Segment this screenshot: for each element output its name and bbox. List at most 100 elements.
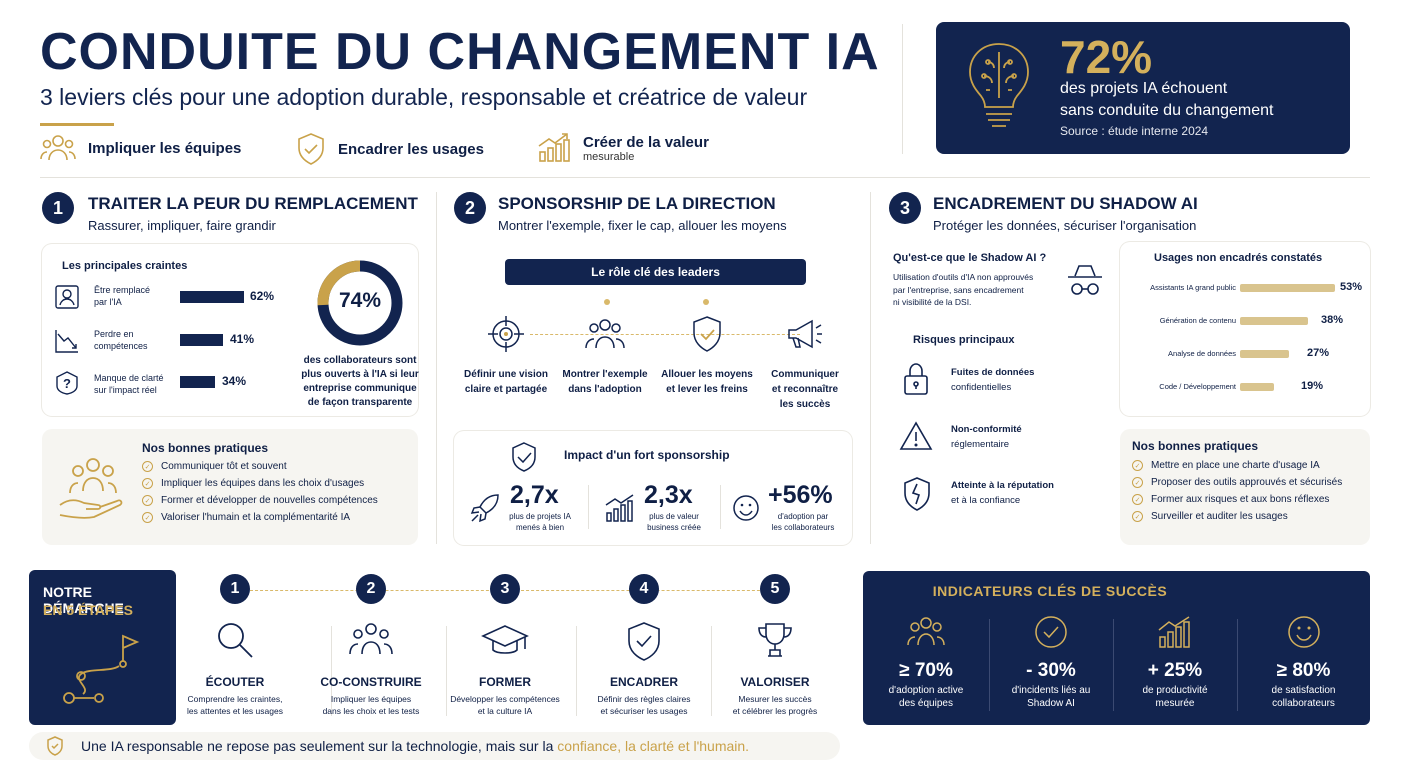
section-3-practices: Nos bonnes pratiques ✓ Mettre en place un… (1120, 429, 1370, 545)
definition-line: par l'entreprise, sans encadrement (893, 284, 1024, 295)
shield-check-icon (510, 441, 538, 473)
lightbulb-brain-icon (966, 40, 1032, 132)
group-icon (348, 620, 394, 660)
step-number: 1 (220, 574, 250, 604)
impact-value: +56% (768, 481, 833, 509)
step-desc: Développer les compétences et la culture … (446, 693, 564, 717)
approach-title-1: NOTRE DÉMARCHE (43, 584, 124, 616)
impact-caption-line: plus de valeur (649, 512, 699, 521)
risk-line: et à la confiance (951, 495, 1021, 506)
stat-line-2: sans conduite du changement (1060, 102, 1274, 119)
step-desc-line: et la culture IA (477, 706, 533, 716)
title-underline (40, 123, 114, 126)
section-1-number: 1 (42, 192, 74, 224)
roles-row: Définir une vision claire et partagée Mon… (452, 314, 852, 414)
kpi-item: ≥ 70% d'adoption active des équipes (863, 615, 989, 710)
broken-shield-icon (901, 476, 933, 512)
practice-text: Valoriser l'humain et la complémentarité… (161, 512, 351, 523)
section-2-subtitle: Montrer l'exemple, fixer le cap, allouer… (498, 218, 787, 233)
step-divider (576, 626, 577, 716)
step-title: VALORISER (740, 675, 810, 689)
usage-bar (1240, 317, 1309, 325)
person-replace-icon (54, 284, 80, 310)
impact-title: Impact d'un fort sponsorship (564, 448, 730, 462)
fear-bar (180, 376, 216, 388)
kpi-caption-line: d'incidents liés au (1011, 685, 1091, 696)
usage-label: Assistants IA grand public (1150, 283, 1236, 292)
step-desc-line: Impliquer les équipes (330, 694, 412, 704)
lock-icon (901, 362, 931, 396)
role-line: Définir une vision (464, 369, 548, 380)
step-title: ENCADRER (609, 675, 678, 689)
shield-icon (689, 314, 725, 354)
levers-row: Impliquer les équipes Encadrer les usage… (40, 132, 900, 172)
practice-item: ✓ Impliquer les équipes dans les choix d'… (142, 478, 378, 489)
usage-value: 19% (1301, 380, 1324, 392)
stat-source: Source : étude interne 2024 (1060, 124, 1209, 138)
risk-line: confidentielles (951, 382, 1012, 393)
role-line: et reconnaître (771, 384, 839, 395)
question-icon: ? (54, 370, 80, 396)
steps-row: 1 ÉCOUTER Comprendre les craintes, les at… (176, 574, 846, 724)
role-line: Montrer l'exemple (562, 369, 648, 380)
impact-caption: d'adoption par les collaborateurs (760, 511, 846, 533)
stat-line-1: des projets IA échouent (1060, 80, 1228, 97)
stat-value: 72% (1060, 31, 1153, 83)
step-item: 5 VALORISER Mesurer les succès et célébre… (716, 574, 834, 717)
kpi-caption-line: d'adoption active (888, 685, 964, 696)
declining-chart-icon (54, 328, 80, 354)
definition-line: ni visibilité de la DSI. (893, 297, 972, 307)
fear-label-line: Manque de clarté (94, 373, 164, 383)
target-icon (486, 314, 526, 354)
step-divider (331, 626, 332, 716)
step-item: 2 CO-CONSTRUIRE Impliquer les équipes dan… (312, 574, 430, 717)
kpi-panel: INDICATEURS CLÉS DE SUCCÈS ≥ 70% d'adopt… (863, 571, 1370, 725)
fear-value: 34% (222, 374, 247, 388)
section-2-number: 2 (454, 192, 486, 224)
practice-item: ✓ Surveiller et auditer les usages (1132, 511, 1342, 522)
practice-item: ✓ Mettre en place une charte d'usage IA (1132, 460, 1342, 471)
usages-title: Usages non encadrés constatés (1154, 252, 1323, 264)
people-icon (907, 615, 945, 649)
kpi-caption: d'adoption active des équipes (863, 684, 989, 710)
practice-item: ✓ Former et développer de nouvelles compé… (142, 495, 378, 506)
lever-frame: Encadrer les usages (296, 132, 484, 166)
section-1-practices: Nos bonnes pratiques ✓ Communiquer tôt et… (42, 429, 418, 545)
usage-label: Analyse de données (1168, 349, 1236, 358)
kpi-caption-line: des équipes (899, 698, 953, 709)
check-icon: ✓ (1132, 494, 1143, 505)
kpi-item: ≥ 80% de satisfaction collaborateurs (1237, 615, 1370, 710)
kpi-caption: d'incidents liés au Shadow AI (989, 684, 1113, 710)
step-number: 4 (629, 574, 659, 604)
footer-highlight: confiance, la clarté et l'humain. (557, 738, 750, 754)
team-icon (584, 314, 626, 354)
practices-list: ✓ Communiquer tôt et souvent ✓ Impliquer l… (142, 461, 378, 529)
step-desc-line: Comprendre les craintes, (187, 694, 283, 704)
step-divider (446, 626, 447, 716)
impact-caption: plus de projets IA menés à bien (500, 511, 580, 533)
kpi-value: ≥ 70% (899, 660, 953, 681)
people-icon (40, 132, 76, 164)
leaders-banner: Le rôle clé des leaders (505, 259, 806, 285)
fear-label: Manque de clarté sur l'impact réel (94, 372, 164, 396)
risk-line: Atteinte à la réputation (951, 480, 1054, 491)
fear-label: Être remplacé par l'IA (94, 284, 150, 308)
step-number: 2 (356, 574, 386, 604)
check-icon: ✓ (1132, 511, 1143, 522)
usage-bar (1240, 284, 1336, 292)
impact-divider (720, 485, 721, 529)
section-2-title: SPONSORSHIP DE LA DIRECTION (498, 194, 776, 213)
risk-text: Non-conformité réglementaire (951, 422, 1022, 452)
impact-value: 2,7x (510, 481, 559, 509)
impact-caption-line: menés à bien (515, 523, 565, 532)
shield-check-icon (625, 620, 663, 662)
risk-text: Fuites de données confidentielles (951, 365, 1034, 395)
practice-text: Former aux risques et aux bons réflexes (1151, 494, 1330, 505)
practices-title: Nos bonnes pratiques (142, 441, 269, 455)
lever-label: Encadrer les usages (338, 140, 484, 158)
check-icon: ✓ (142, 478, 153, 489)
header-separator (40, 177, 1370, 178)
donut-caption-line: plus ouverts à l'IA si leur (301, 369, 419, 380)
step-item: 1 ÉCOUTER Comprendre les craintes, les at… (176, 574, 294, 717)
practice-item: ✓ Proposer des outils approuvés et sécuri… (1132, 477, 1342, 488)
